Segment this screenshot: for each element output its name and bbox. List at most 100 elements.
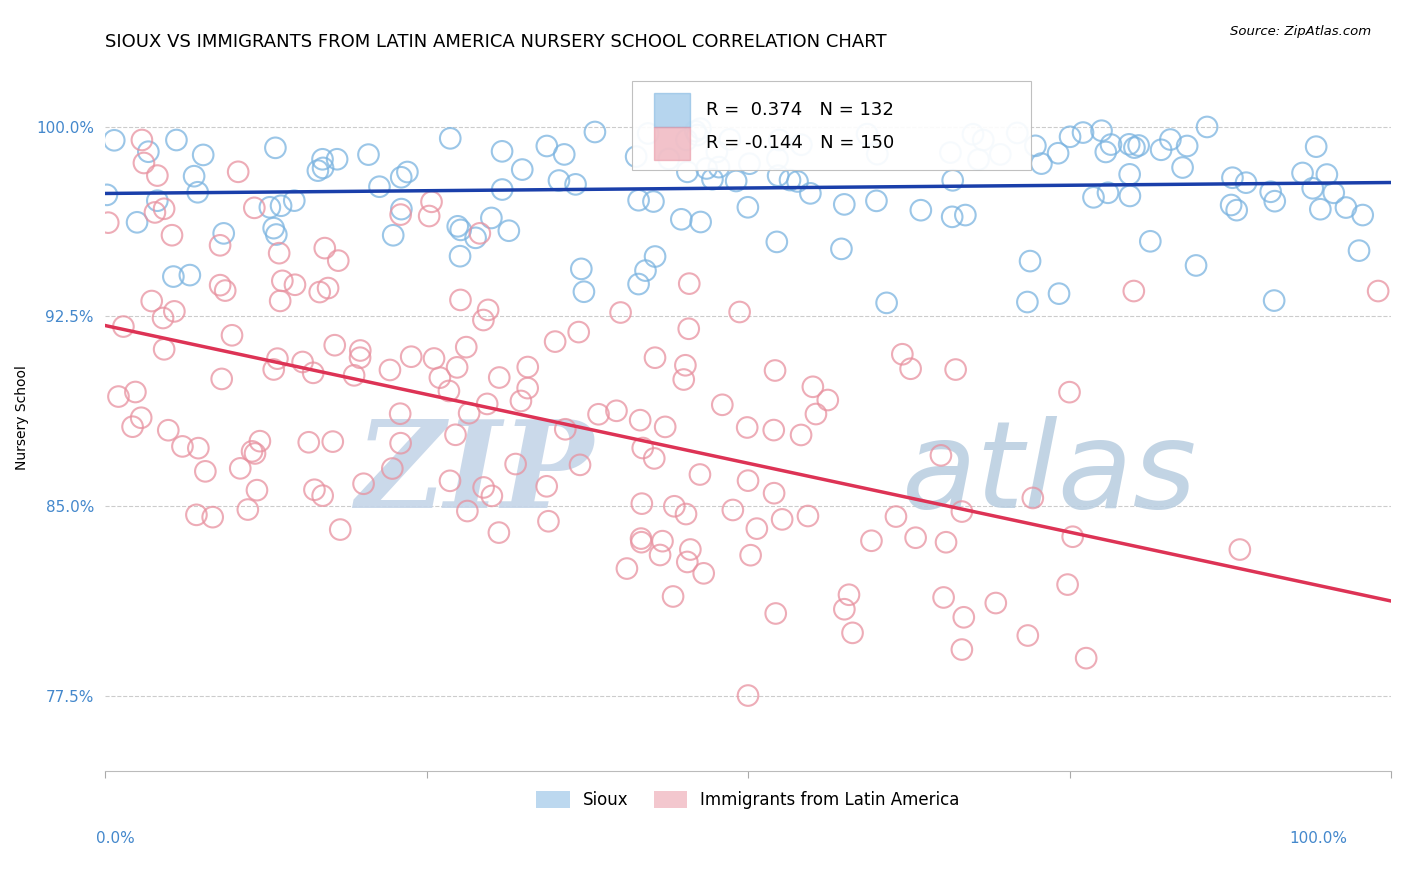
Point — [624, 150, 647, 164]
Point — [942, 173, 965, 187]
Point — [1017, 295, 1039, 310]
Point — [643, 194, 665, 209]
Point — [270, 199, 292, 213]
Point — [673, 358, 696, 372]
FancyBboxPatch shape — [654, 127, 690, 161]
Point — [96, 187, 118, 202]
Point — [1123, 140, 1146, 154]
Point — [1367, 284, 1389, 298]
Point — [945, 362, 967, 376]
Text: R =  0.374   N = 132: R = 0.374 N = 132 — [706, 101, 893, 120]
Point — [564, 178, 586, 192]
Point — [1197, 120, 1219, 134]
Point — [240, 444, 263, 458]
Point — [967, 153, 990, 167]
Point — [516, 381, 538, 395]
Point — [1022, 491, 1045, 505]
Point — [876, 296, 898, 310]
Point — [183, 169, 205, 184]
Point — [648, 548, 671, 562]
Point — [449, 249, 471, 263]
Point — [790, 137, 813, 152]
Point — [768, 133, 790, 147]
Point — [763, 363, 786, 377]
Point — [786, 174, 808, 188]
Point — [740, 548, 762, 562]
Point — [856, 127, 879, 141]
Point — [418, 209, 440, 223]
Point — [447, 219, 470, 234]
Point — [444, 427, 467, 442]
Point — [630, 535, 652, 549]
Point — [481, 489, 503, 503]
Point — [229, 461, 252, 475]
Point — [1323, 186, 1346, 200]
Point — [349, 351, 371, 365]
Point — [107, 390, 129, 404]
Point — [1118, 137, 1140, 152]
Point — [423, 351, 446, 366]
Point — [952, 610, 974, 624]
Point — [1316, 168, 1339, 182]
Point — [132, 156, 155, 170]
Point — [1291, 166, 1313, 180]
Point — [686, 128, 709, 142]
Point — [711, 398, 734, 412]
Point — [249, 434, 271, 449]
Point — [312, 161, 335, 175]
Point — [797, 508, 820, 523]
Point — [209, 238, 232, 252]
Text: 100.0%: 100.0% — [1289, 831, 1347, 846]
Point — [1097, 186, 1119, 200]
Point — [678, 322, 700, 336]
Point — [696, 161, 718, 176]
Point — [654, 420, 676, 434]
Point — [745, 522, 768, 536]
Point — [799, 186, 821, 201]
Point — [141, 293, 163, 308]
Point — [865, 194, 887, 208]
Point — [569, 261, 592, 276]
Point — [1017, 628, 1039, 642]
Point — [962, 128, 984, 142]
Point — [491, 182, 513, 196]
Point — [627, 277, 650, 291]
Point — [172, 439, 194, 453]
Point — [536, 479, 558, 493]
Point — [537, 514, 560, 528]
Point — [662, 590, 685, 604]
Point — [1171, 161, 1194, 175]
Point — [308, 285, 330, 299]
Point — [97, 216, 120, 230]
Point — [1150, 143, 1173, 157]
Point — [932, 591, 955, 605]
Point — [1118, 167, 1140, 181]
Point — [311, 489, 333, 503]
Point — [450, 223, 472, 237]
Point — [1159, 132, 1181, 146]
Point — [634, 263, 657, 277]
Text: Source: ZipAtlas.com: Source: ZipAtlas.com — [1230, 25, 1371, 38]
Point — [766, 169, 789, 183]
Point — [112, 319, 135, 334]
Point — [103, 133, 125, 147]
Point — [378, 363, 401, 377]
Point — [884, 509, 907, 524]
Point — [675, 507, 697, 521]
Point — [1122, 284, 1144, 298]
Point — [187, 186, 209, 200]
Point — [468, 227, 491, 241]
Point — [429, 370, 451, 384]
Point — [738, 157, 761, 171]
Point — [1007, 126, 1029, 140]
Point — [766, 235, 789, 249]
Point — [283, 194, 305, 208]
Point — [706, 145, 728, 159]
Point — [446, 360, 468, 375]
Point — [718, 132, 741, 146]
Text: R = -0.144   N = 150: R = -0.144 N = 150 — [706, 135, 894, 153]
Point — [583, 125, 606, 139]
Point — [1309, 202, 1331, 217]
Point — [588, 407, 610, 421]
Point — [212, 227, 235, 241]
